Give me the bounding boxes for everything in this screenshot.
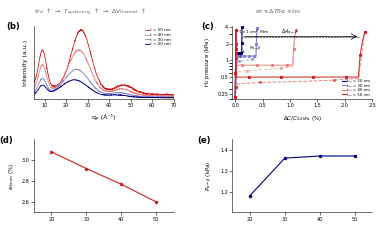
t = 50 nm — [40, 49, 45, 52]
t = 30 nm — [171, 96, 176, 99]
Legend: t = 50 nm, t = 40 nm, t = 30 nm, t = 20 nm: t = 50 nm, t = 40 nm, t = 30 nm, t = 20 … — [143, 27, 173, 48]
t = 50 nm — [121, 84, 125, 86]
Line: t = 20 nm: t = 20 nm — [34, 80, 174, 98]
t = 40 nm — [152, 94, 157, 97]
Y-axis label: $P_{\alpha-\beta}$ (kPa): $P_{\alpha-\beta}$ (kPa) — [205, 160, 215, 191]
t = 40 nm — [170, 96, 174, 98]
t = 30 nm — [170, 96, 174, 99]
Y-axis label: H$_2$ pressure (kPa): H$_2$ pressure (kPa) — [203, 38, 212, 88]
t = 50 nm — [32, 81, 36, 84]
t = 40 nm — [77, 48, 81, 51]
Text: (c): (c) — [202, 22, 214, 31]
t = 30 nm — [138, 95, 143, 98]
Text: $t_{\rm Pd}$ $\uparrow$ $\rightarrow$ $T_{\rm sputtering}$ $\uparrow$ $\rightarr: $t_{\rm Pd}$ $\uparrow$ $\rightarrow$ $T… — [34, 7, 146, 18]
t = 40 nm — [113, 89, 117, 92]
t = 20 nm — [138, 96, 143, 99]
t = 40 nm — [171, 95, 176, 98]
Line: t = 40 nm: t = 40 nm — [34, 50, 174, 97]
t = 30 nm — [40, 76, 45, 79]
Y-axis label: $\varepsilon_{\rm therm}$ (%): $\varepsilon_{\rm therm}$ (%) — [8, 162, 17, 190]
t = 30 nm — [117, 91, 121, 94]
t = 40 nm — [121, 88, 125, 90]
Text: $\sigma_0 \propto \Delta T \delta\alpha \propto t_{\rm Pd}$: $\sigma_0 \propto \Delta T \delta\alpha … — [255, 7, 301, 16]
t = 40 nm — [117, 88, 121, 91]
t = 30 nm — [152, 95, 157, 98]
t = 40 nm — [138, 93, 143, 96]
Text: $\Delta A_{\alpha-\beta}$: $\Delta A_{\alpha-\beta}$ — [281, 28, 299, 38]
t = 20 nm — [113, 93, 117, 96]
Legend: tₚ₂ = 20 nm, tₚ₂ = 30 nm, tₚ₂ = 40 nm, tₚ₂ = 50 nm: tₚ₂ = 20 nm, tₚ₂ = 30 nm, tₚ₂ = 40 nm, t… — [340, 77, 371, 98]
t = 30 nm — [113, 92, 117, 94]
Text: (d): (d) — [0, 136, 13, 145]
Text: (e): (e) — [197, 136, 211, 145]
X-axis label: qₚ (Å⁻¹): qₚ (Å⁻¹) — [92, 114, 115, 120]
t = 50 nm — [79, 28, 83, 31]
Text: (b): (b) — [6, 22, 20, 31]
t = 50 nm — [170, 94, 174, 97]
t = 40 nm — [32, 86, 36, 89]
Text: $1\times1$ cm$^2$ Film: $1\times1$ cm$^2$ Film — [238, 28, 270, 38]
t = 50 nm — [113, 86, 117, 89]
t = 20 nm — [73, 78, 77, 81]
t = 50 nm — [152, 93, 157, 96]
t = 50 nm — [117, 85, 121, 88]
X-axis label: $\Delta C/C_{0.2\rm kPa}$ (%): $\Delta C/C_{0.2\rm kPa}$ (%) — [283, 114, 322, 123]
t = 20 nm — [32, 93, 36, 95]
t = 20 nm — [163, 97, 168, 99]
Text: $P_{\alpha-\beta}$: $P_{\alpha-\beta}$ — [242, 44, 261, 53]
t = 20 nm — [171, 96, 176, 99]
t = 20 nm — [152, 96, 157, 99]
t = 30 nm — [121, 92, 125, 94]
t = 20 nm — [121, 94, 125, 97]
t = 40 nm — [40, 64, 45, 67]
Line: t = 30 nm: t = 30 nm — [34, 69, 174, 97]
t = 30 nm — [75, 68, 79, 71]
t = 30 nm — [32, 91, 36, 93]
t = 20 nm — [40, 84, 45, 87]
Y-axis label: Intensity (a.u.): Intensity (a.u.) — [23, 39, 28, 86]
Line: t = 50 nm: t = 50 nm — [34, 30, 174, 96]
t = 20 nm — [117, 93, 121, 96]
t = 50 nm — [171, 94, 176, 97]
t = 50 nm — [138, 91, 143, 94]
